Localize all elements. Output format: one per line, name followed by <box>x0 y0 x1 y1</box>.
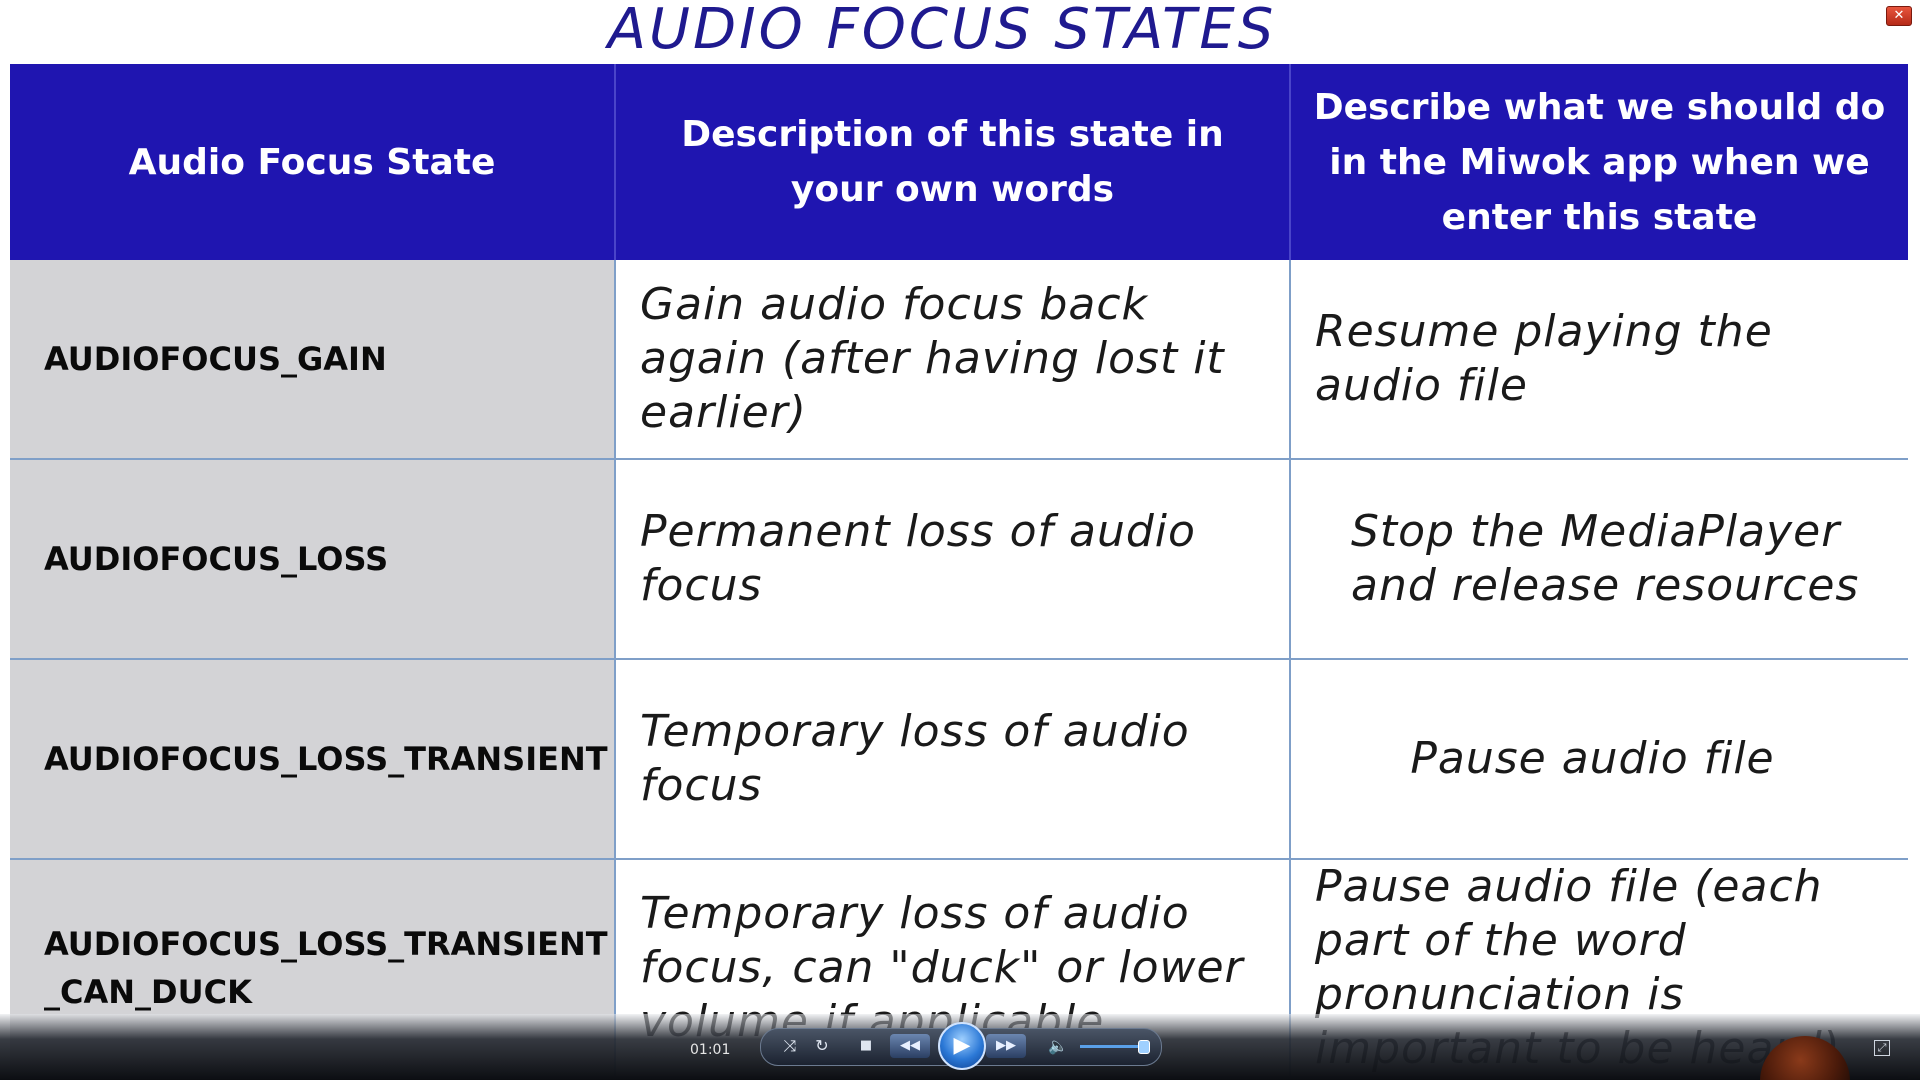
table-row: AUDIOFOCUS_LOSS Permanent loss of audio … <box>10 459 1908 660</box>
play-button[interactable]: ▶ <box>938 1022 986 1070</box>
action-cell: Resume playing the audio file <box>1290 260 1908 460</box>
table-header-row: Audio Focus State Description of this st… <box>10 64 1908 260</box>
resize-icon[interactable]: ⤢ <box>1874 1040 1890 1056</box>
table-row: AUDIOFOCUS_LOSS_TRANSIENT Temporary loss… <box>10 659 1908 860</box>
action-cell: Stop the MediaPlayer and release resourc… <box>1290 459 1908 660</box>
description-cell: Permanent loss of audio focus <box>615 459 1291 660</box>
slide-title: AUDIO FOCUS STATES <box>607 0 1277 62</box>
volume-slider-track[interactable] <box>1080 1045 1144 1048</box>
description-cell: Gain audio focus back again (after havin… <box>615 260 1291 460</box>
header-miwok-action: Describe what we should do in the Miwok … <box>1290 64 1908 260</box>
header-description: Description of this state in your own wo… <box>615 64 1291 260</box>
stop-icon[interactable]: ■ <box>859 1038 873 1053</box>
rewind-button[interactable]: ◀◀ <box>890 1034 930 1058</box>
state-cell: AUDIOFOCUS_LOSS_TRANSIENT <box>10 659 616 860</box>
media-player-controls: 01:01 ⤨ ↻ ■ ◀◀ ▶ ▶▶ 🔈 ⤢ <box>0 1014 1920 1080</box>
volume-icon[interactable]: 🔈 <box>1048 1036 1068 1055</box>
state-cell: AUDIOFOCUS_GAIN <box>10 260 616 460</box>
volume-slider-handle[interactable] <box>1138 1040 1150 1054</box>
presenter-head <box>1760 1036 1850 1080</box>
table-row: AUDIOFOCUS_GAIN Gain audio focus back ag… <box>10 260 1908 460</box>
audio-focus-table: Audio Focus State Description of this st… <box>10 64 1908 1078</box>
repeat-icon[interactable]: ↻ <box>815 1036 829 1055</box>
description-cell: Temporary loss of audio focus <box>615 659 1291 860</box>
shuffle-icon[interactable]: ⤨ <box>783 1036 797 1055</box>
action-cell: Pause audio file <box>1290 659 1908 860</box>
header-audio-focus-state: Audio Focus State <box>10 64 616 260</box>
state-cell: AUDIOFOCUS_LOSS <box>10 459 616 660</box>
fast-forward-button[interactable]: ▶▶ <box>986 1034 1026 1058</box>
close-button[interactable]: ✕ <box>1886 6 1912 26</box>
playback-timecode: 01:01 <box>690 1042 731 1058</box>
